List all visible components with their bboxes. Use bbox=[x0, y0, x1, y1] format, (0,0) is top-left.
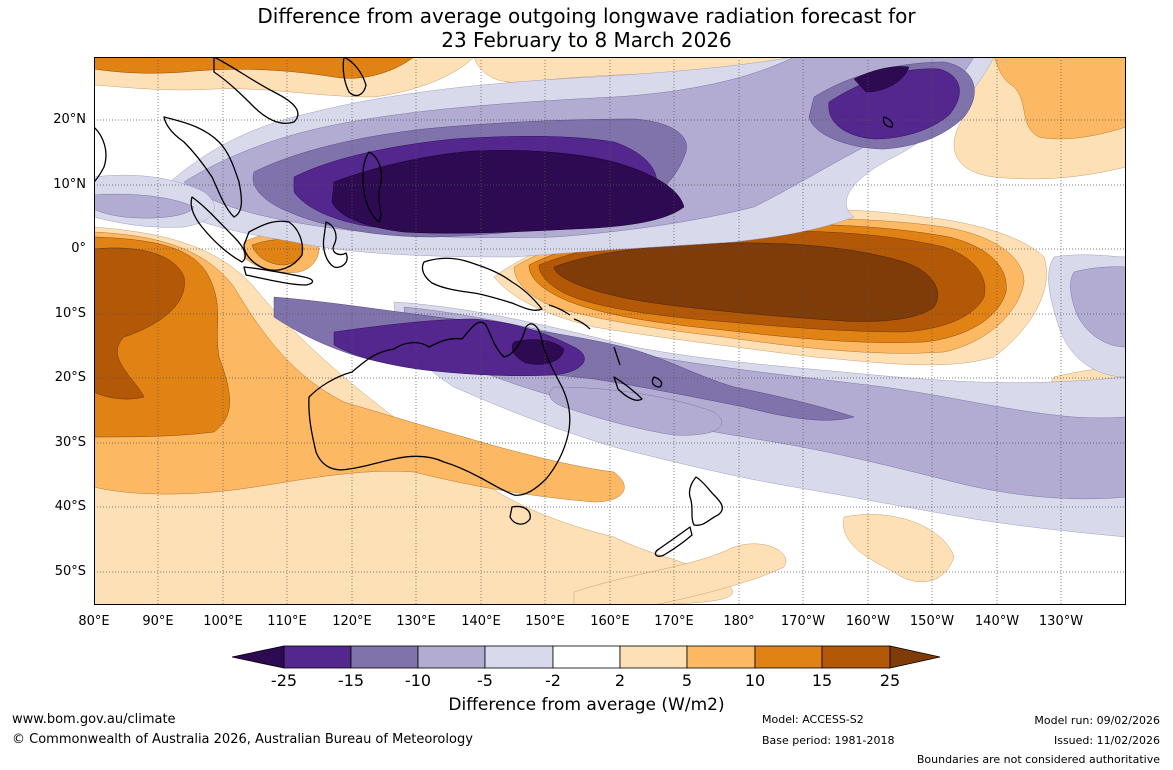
colorbar-swatch--25--15 bbox=[283, 645, 352, 669]
coastline-sulawesi bbox=[322, 221, 348, 268]
colorbar-swatch-10-15 bbox=[754, 645, 823, 669]
footer-model-run: Model run: 09/02/2026 bbox=[1034, 714, 1160, 727]
olr-anomaly-map bbox=[94, 57, 1126, 605]
colorbar-swatch--10--5 bbox=[417, 645, 486, 669]
coastline-australia bbox=[308, 321, 571, 496]
lon-label-130w: 130°W bbox=[1038, 614, 1084, 629]
anomaly-region-east-pacific-light bbox=[1070, 266, 1126, 348]
colorbar-swatch--15--10 bbox=[350, 645, 419, 669]
colorbar-tick-label: 15 bbox=[811, 671, 833, 690]
lon-label-160e: 160°E bbox=[590, 614, 630, 629]
lon-label-80e: 80°E bbox=[78, 614, 110, 629]
anomaly-region-northeast-pacific-mid bbox=[993, 57, 1126, 140]
lat-label-10s: 10°S bbox=[54, 306, 86, 321]
anomaly-region-tasman-purple bbox=[549, 386, 722, 436]
colorbar-title: Difference from average (W/m2) bbox=[448, 695, 725, 715]
coastline-new-zealand-south bbox=[654, 526, 693, 557]
colorbar-tick-label: -10 bbox=[404, 671, 432, 690]
footer-base-period: Base period: 1981-2018 bbox=[762, 734, 895, 747]
colorbar-tick-label: -25 bbox=[270, 671, 298, 690]
footer-issued: Issued: 11/02/2026 bbox=[1053, 734, 1160, 747]
coastline-borneo bbox=[243, 220, 304, 271]
lon-label-180: 180° bbox=[723, 614, 755, 629]
coastline-new-zealand-north bbox=[688, 476, 724, 526]
anomaly-region-spcz-strong bbox=[333, 318, 585, 377]
colorbar-swatch--5--2 bbox=[484, 645, 554, 669]
colorbar-tick-label: -2 bbox=[545, 671, 561, 690]
colorbar-tick-label: 2 bbox=[614, 671, 626, 690]
colorbar-swatch-5-10 bbox=[686, 645, 756, 669]
lat-label-0: 0° bbox=[71, 241, 86, 256]
colorbar-swatch-15-25 bbox=[821, 645, 891, 669]
title-line-2: 23 February to 8 March 2026 bbox=[441, 28, 732, 52]
lat-label-50s: 50°S bbox=[54, 564, 86, 579]
anomaly-region-hawaii-deep-purple bbox=[853, 66, 910, 93]
coastline-japan bbox=[342, 57, 367, 97]
coastline-philippines bbox=[362, 151, 383, 223]
coastline-new-caledonia bbox=[613, 376, 643, 401]
title-line-1: Difference from average outgoing longwav… bbox=[257, 4, 916, 28]
lon-label-140e: 140°E bbox=[461, 614, 501, 629]
coastline-sumatra bbox=[190, 196, 246, 263]
lat-label-40s: 40°S bbox=[54, 499, 86, 514]
lon-label-100e: 100°E bbox=[203, 614, 243, 629]
anomaly-region-south-indian-deep bbox=[94, 247, 185, 400]
footer-disclaimer: Boundaries are not considered authoritat… bbox=[916, 753, 1160, 766]
coastline-indochina bbox=[163, 116, 243, 218]
colorbar-swatch--2-2 bbox=[552, 645, 621, 669]
colorbar-swatch-2-5 bbox=[619, 645, 688, 669]
colorbar-swatch-below--25 bbox=[232, 645, 285, 669]
footer-model: Model: ACCESS-S2 bbox=[762, 713, 864, 726]
coastline-java bbox=[243, 266, 314, 286]
anomaly-region-equatorial-pacific-extreme bbox=[553, 242, 938, 322]
lon-label-170w: 170°W bbox=[780, 614, 826, 629]
colorbar bbox=[232, 645, 941, 669]
lon-label-90e: 90°E bbox=[142, 614, 174, 629]
colorbar-tick-label: -15 bbox=[337, 671, 365, 690]
lon-label-140w: 140°W bbox=[974, 614, 1020, 629]
map-frame bbox=[94, 57, 1126, 605]
footer-website: www.bom.gov.au/climate bbox=[12, 712, 176, 727]
lat-label-30s: 30°S bbox=[54, 435, 86, 450]
colorbar-tick-label: 10 bbox=[744, 671, 766, 690]
coastline-vanuatu bbox=[613, 346, 621, 366]
coastline-hawaii bbox=[882, 116, 894, 128]
coastline-tasmania bbox=[509, 505, 531, 525]
anomaly-region-south-pacific-light bbox=[843, 514, 955, 583]
graticule bbox=[94, 57, 1126, 605]
coastlines bbox=[94, 57, 894, 557]
anomaly-region-indian-light bbox=[94, 193, 195, 219]
lat-label-20n: 20°N bbox=[53, 112, 86, 127]
footer-copyright: © Commonwealth of Australia 2026, Austra… bbox=[12, 732, 473, 747]
colorbar-tick-label: 5 bbox=[681, 671, 693, 690]
lon-label-150e: 150°E bbox=[525, 614, 565, 629]
anomaly-region-north-extreme-purple bbox=[331, 150, 685, 234]
lon-label-150w: 150°W bbox=[909, 614, 955, 629]
lat-label-20s: 20°S bbox=[54, 370, 86, 385]
colorbar-tick-label: 25 bbox=[879, 671, 901, 690]
lat-label-10n: 10°N bbox=[53, 177, 86, 192]
lon-label-110e: 110°E bbox=[267, 614, 307, 629]
lon-label-170e: 170°E bbox=[654, 614, 694, 629]
anomaly-region-tasman-light bbox=[573, 543, 787, 605]
lon-label-120e: 120°E bbox=[332, 614, 372, 629]
colorbar-swatch-above-25 bbox=[889, 645, 941, 669]
lon-label-130e: 130°E bbox=[396, 614, 436, 629]
anomaly-region-south-indian-mid bbox=[94, 231, 625, 503]
anomaly-region-north-strong bbox=[94, 57, 415, 79]
coastline-fiji bbox=[651, 376, 663, 388]
anomaly-region-spcz-extreme bbox=[511, 339, 565, 365]
coastline-china-coast bbox=[213, 57, 299, 124]
coastline-solomons bbox=[548, 304, 591, 330]
chart-title: Difference from average outgoing longwav… bbox=[0, 4, 1173, 52]
lon-label-160w: 160°W bbox=[845, 614, 891, 629]
colorbar-tick-label: -5 bbox=[477, 671, 493, 690]
coastline-new-guinea bbox=[421, 257, 543, 311]
